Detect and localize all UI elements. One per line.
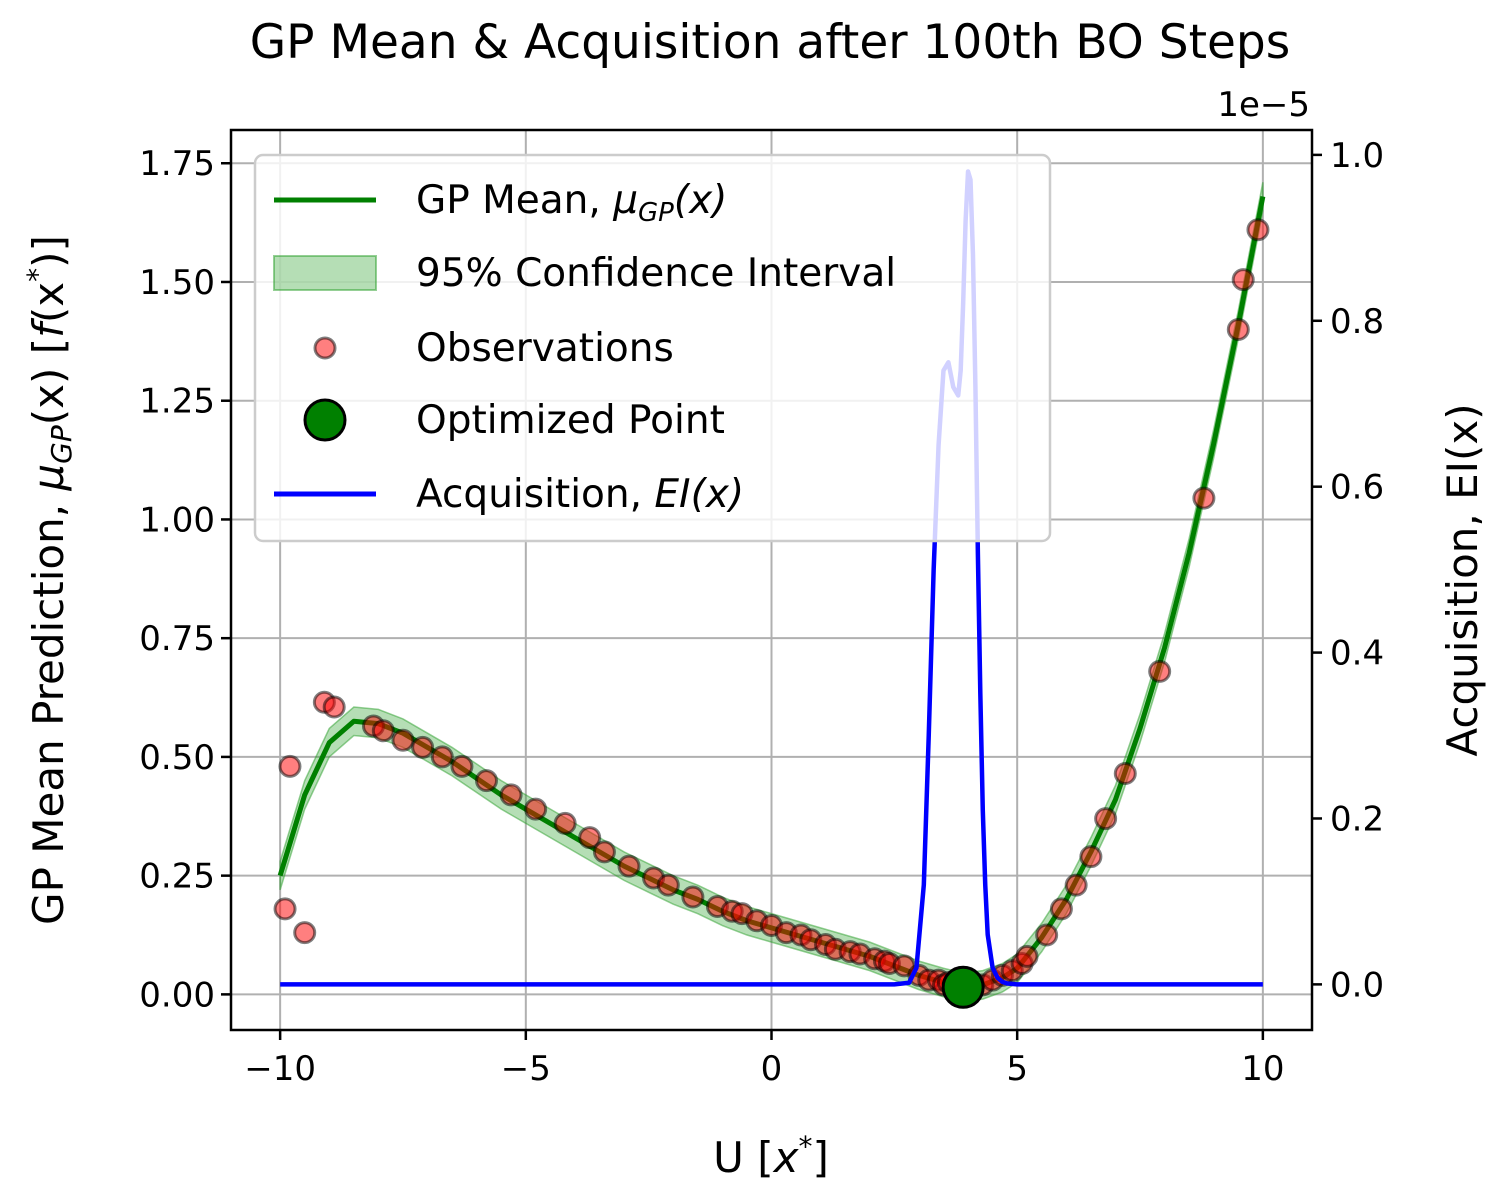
legend-label-obs: Observations [416, 326, 674, 371]
observation-point [1049, 897, 1073, 921]
y-tick-label-right: 0.0 [1330, 965, 1384, 1005]
y-tick-label-right: 0.2 [1330, 799, 1384, 839]
observation-point [450, 754, 474, 778]
y-tick-label-right: 0.8 [1330, 302, 1384, 342]
observation-point [371, 719, 395, 743]
chart-title: GP Mean & Acquisition after 100th BO Ste… [250, 15, 1291, 70]
observation-point [681, 885, 705, 909]
y-axis-label-left: GP Mean Prediction, μGP(x) [f(x*)] [21, 235, 78, 925]
x-tick-label: 10 [1241, 1049, 1284, 1089]
observation-point [273, 897, 297, 921]
observation-point [430, 745, 454, 769]
axis-ticks: −10 −5 0 5 10 0.00 0.25 0.50 0.75 1.00 1.25 1.50 1.7… [139, 136, 1384, 1089]
observation-point [322, 695, 346, 719]
legend-handle-ci [273, 255, 377, 291]
optimized-point-series [941, 965, 985, 1009]
x-tick-label: −5 [501, 1049, 551, 1089]
legend: GP Mean, μGP(x) 95% Confidence Interval Ob… [253, 153, 1052, 543]
observation-point [1148, 659, 1172, 683]
observation-point [1079, 845, 1103, 869]
y-tick-label-right: 0.4 [1330, 634, 1384, 674]
observation-point [524, 797, 548, 821]
y-tick-label-left: 0.25 [139, 857, 215, 897]
y-tick-label-right: 0.6 [1330, 468, 1384, 508]
observation-point [1064, 873, 1088, 897]
observation-point [411, 735, 435, 759]
ci-band [279, 182, 1264, 1003]
legend-label-gp: GP Mean, μGP(x) [416, 178, 727, 228]
x-tick-label: −10 [244, 1049, 316, 1089]
y-tick-label-left: 1.00 [139, 500, 215, 540]
y-tick-label-left: 0.00 [139, 975, 215, 1015]
y-tick-label-left: 0.75 [139, 619, 215, 659]
observation-point [1246, 218, 1270, 242]
observation-point [499, 783, 523, 807]
observation-point [656, 873, 680, 897]
observation-point [1226, 317, 1250, 341]
observation-point [578, 826, 602, 850]
observation-point [391, 728, 415, 752]
y-tick-label-left: 1.75 [139, 144, 215, 184]
x-axis-label: U [x*] [713, 1130, 829, 1182]
legend-handle-optimized [303, 398, 347, 442]
right-axis-multiplier: 1e−5 [1217, 85, 1310, 125]
observation-point [1192, 486, 1216, 510]
y-tick-label-left: 1.50 [139, 263, 215, 303]
legend-label-ci: 95% Confidence Interval [416, 251, 896, 296]
x-tick-label: 5 [1006, 1049, 1028, 1089]
observation-point [1231, 268, 1255, 292]
legend-handle-observations [313, 336, 337, 360]
observation-point [1015, 944, 1039, 968]
observation-point [592, 840, 616, 864]
legend-box [253, 153, 1052, 543]
legend-label-acq: Acquisition, EI(x) [416, 472, 744, 517]
x-tick-label: 0 [761, 1049, 783, 1089]
y-tick-label-right: 1.0 [1330, 136, 1384, 176]
y-axis-label-right: Acquisition, EI(x) [1438, 403, 1487, 756]
y-tick-label-left: 1.25 [139, 382, 215, 422]
confidence-interval-band [279, 182, 1264, 1003]
observation-point [1035, 923, 1059, 947]
legend-label-opt: Optimized Point [416, 398, 725, 443]
observation-point [553, 811, 577, 835]
observation-point [617, 854, 641, 878]
optimized-point [941, 965, 985, 1009]
observation-point [278, 754, 302, 778]
observation-point [293, 921, 317, 945]
y-tick-label-left: 0.50 [139, 738, 215, 778]
observation-point [475, 769, 499, 793]
observation-point [1094, 807, 1118, 831]
observation-point [1113, 762, 1137, 786]
